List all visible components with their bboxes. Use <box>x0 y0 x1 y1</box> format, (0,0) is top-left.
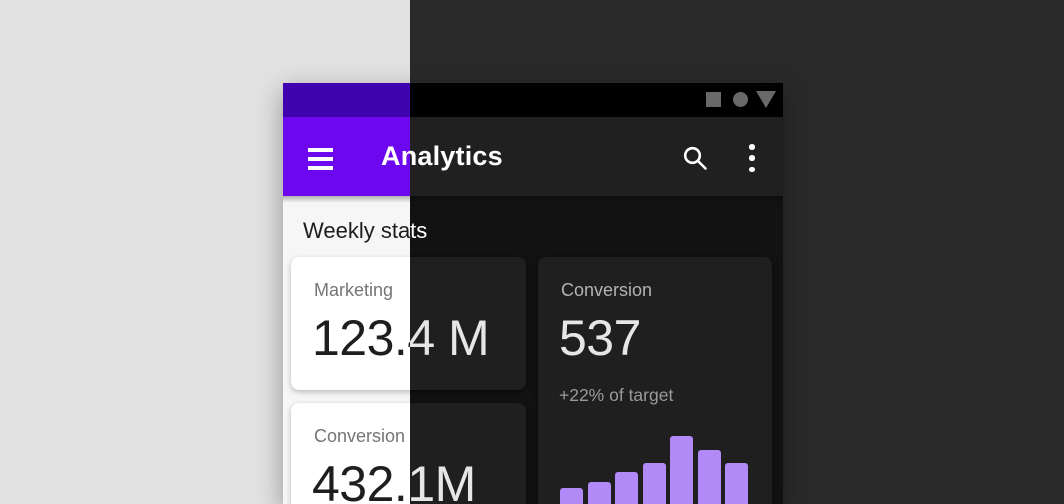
card-value: 537 <box>559 310 641 366</box>
card-conversion-chart[interactable]: Conversion 537 +22% of target <box>538 257 772 504</box>
card-marketing[interactable]: Marketing 123.4 M <box>291 257 490 390</box>
chart-bar <box>587 482 611 504</box>
chart-bar <box>697 450 721 504</box>
card-label: Marketing <box>314 280 394 300</box>
app-bar: Analytics <box>283 117 410 203</box>
phone-screen: Analytics Weekly stats Marketing 123.4 M… <box>283 83 490 504</box>
card-subtext: +22% of target <box>559 385 674 405</box>
card-conversion[interactable]: Conversion 432.1M <box>291 403 476 504</box>
chart-bar <box>615 472 638 504</box>
card-label: Conversion <box>561 280 653 300</box>
search-icon[interactable] <box>682 145 708 171</box>
square-icon[interactable] <box>706 92 721 107</box>
card-value: 432.1M <box>312 456 476 504</box>
chart-bar <box>670 436 693 504</box>
chart-bar <box>560 488 583 504</box>
chart-bar <box>642 463 666 504</box>
page-title: Analytics <box>381 117 410 196</box>
card-value: 123.4 M <box>312 310 490 366</box>
hamburger-icon[interactable] <box>308 148 333 170</box>
chart-bar <box>725 463 748 504</box>
conversion-bar-chart <box>560 436 748 504</box>
card-label: Conversion <box>314 426 406 446</box>
section-title: Weekly stats <box>303 218 428 243</box>
status-bar <box>283 83 410 117</box>
triangle-down-icon[interactable] <box>756 91 776 108</box>
overflow-menu-icon[interactable] <box>747 144 757 172</box>
circle-icon[interactable] <box>733 92 748 107</box>
